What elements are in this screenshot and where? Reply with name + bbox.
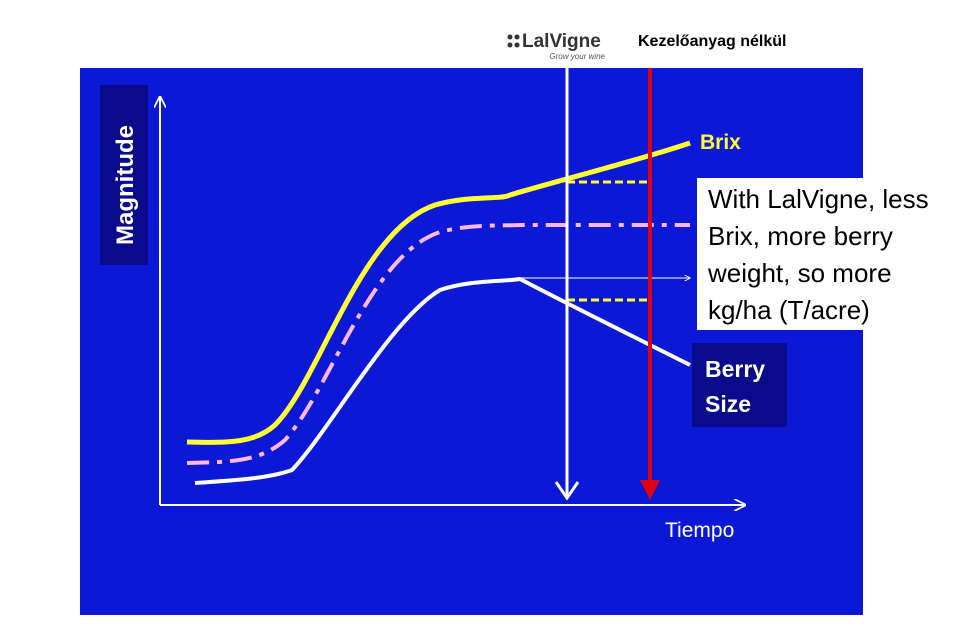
berry-size-box bbox=[692, 343, 787, 427]
callout-line: Brix, more berry bbox=[708, 221, 893, 251]
callout-line: With LalVigne, less bbox=[708, 184, 929, 214]
x-label: Tiempo bbox=[665, 519, 734, 542]
berry-size-label: Berry bbox=[705, 356, 765, 382]
callout-box bbox=[697, 178, 970, 330]
weight-curve bbox=[186, 223, 690, 465]
brix-label: Brix bbox=[700, 131, 741, 154]
brix-curve bbox=[186, 140, 691, 445]
callout-line: kg/ha (T/acre) bbox=[708, 295, 870, 325]
logo-tagline: Grow your wine bbox=[549, 52, 605, 61]
panel bbox=[80, 68, 863, 615]
lalvigne-arrowhead bbox=[554, 481, 580, 501]
y-label: Magnitude bbox=[112, 125, 139, 245]
untreated-label: Kezelőanyag nélkül bbox=[638, 33, 787, 50]
logo: LalVigne Grow your wine bbox=[507, 31, 606, 61]
berry-size-label: Size bbox=[705, 391, 751, 417]
berry-size-curve bbox=[194, 276, 691, 485]
untreated-arrowhead bbox=[640, 480, 660, 500]
callout-line: weight, so more bbox=[707, 258, 892, 288]
y-label-box bbox=[100, 85, 148, 265]
logo-name: LalVigne bbox=[522, 31, 601, 52]
